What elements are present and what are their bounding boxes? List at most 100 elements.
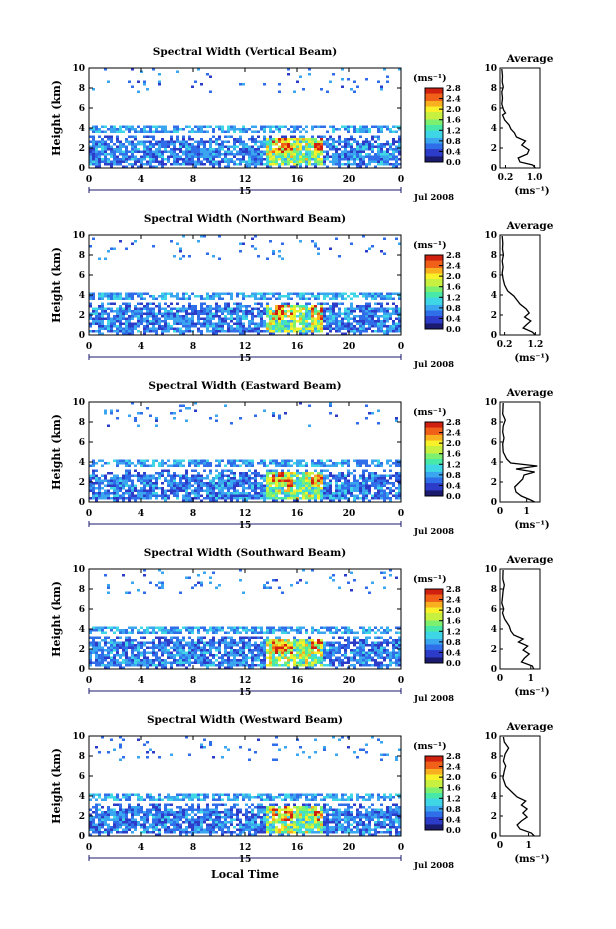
heatmap-cell: [374, 307, 377, 310]
heatmap-cell: [164, 666, 167, 669]
heatmap-cell: [281, 325, 284, 328]
heatmap-cell: [296, 472, 299, 475]
heatmap-cell: [329, 155, 332, 158]
heatmap-cell: [290, 143, 293, 146]
heatmap-cell: [104, 664, 107, 667]
heatmap-cell: [203, 310, 206, 313]
heatmap-cell: [326, 138, 329, 141]
heatmap-cell: [152, 143, 155, 146]
heatmap-cell: [278, 138, 281, 141]
heatmap-cell: [161, 332, 164, 335]
heatmap-cell: [119, 654, 122, 657]
heatmap-cell: [224, 135, 227, 138]
heatmap-cell: [215, 330, 218, 333]
heatmap-cell: [263, 489, 266, 492]
heatmap-cell: [125, 310, 128, 313]
heatmap-cell: [176, 320, 179, 323]
heatmap-cell: [260, 462, 263, 465]
heatmap-cell: [194, 295, 197, 298]
heatmap-cell: [398, 295, 401, 298]
heatmap-cell: [368, 312, 371, 315]
heatmap-cell: [149, 484, 152, 487]
heatmap-cell: [374, 158, 377, 161]
heatmap-cell: [329, 80, 332, 83]
heatmap-cell: [353, 163, 356, 166]
heatmap-cell: [242, 153, 245, 156]
heatmap-cell: [380, 292, 383, 295]
heatmap-cell: [311, 487, 314, 490]
heatmap-cell: [155, 494, 158, 497]
colorbar-tick-label: 0.0: [446, 158, 461, 168]
heatmap-cell: [188, 482, 191, 485]
heatmap-cell: [95, 494, 98, 497]
heatmap-cell: [269, 140, 272, 143]
heatmap-cell: [302, 482, 305, 485]
heatmap-cell: [329, 138, 332, 141]
heatmap-cell: [104, 474, 107, 477]
heatmap-cell: [164, 492, 167, 495]
heatmap-cell: [185, 317, 188, 320]
colorbar-swatch: [425, 123, 443, 126]
heatmap-cell: [338, 158, 341, 161]
heatmap-cell: [239, 484, 242, 487]
heatmap-cell: [212, 128, 215, 131]
heatmap-cell: [167, 641, 170, 644]
heatmap-cell: [284, 148, 287, 151]
heatmap-cell: [374, 312, 377, 315]
heatmap-cell: [263, 459, 266, 462]
heatmap-cell: [170, 474, 173, 477]
heatmap-cell: [386, 310, 389, 313]
heatmap-cell: [191, 646, 194, 649]
heatmap-cell: [179, 332, 182, 335]
heatmap-cell: [272, 295, 275, 298]
heatmap-cell: [314, 155, 317, 158]
heatmap-cell: [245, 130, 248, 133]
heatmap-cell: [98, 482, 101, 485]
heatmap-cell: [347, 322, 350, 325]
heatmap-cell: [317, 472, 320, 475]
heatmap-cell: [284, 479, 287, 482]
heatmap-cell: [185, 419, 188, 422]
heatmap-cell: [218, 584, 221, 587]
heatmap-cell: [380, 125, 383, 128]
heatmap-cell: [176, 70, 179, 73]
heatmap-cell: [314, 163, 317, 166]
heatmap-cell: [233, 482, 236, 485]
heatmap-cell: [278, 417, 281, 420]
heatmap-cell: [98, 656, 101, 659]
heatmap-cell: [95, 165, 98, 168]
heatmap-cell: [269, 320, 272, 323]
heatmap-cell: [230, 158, 233, 161]
heatmap-cell: [176, 125, 179, 128]
heatmap-cell: [347, 472, 350, 475]
heatmap-cell: [137, 315, 140, 318]
heatmap-cell: [92, 143, 95, 146]
heatmap-cell: [110, 484, 113, 487]
heatmap-cell: [353, 477, 356, 480]
average-y-tick-label: 2: [491, 144, 497, 154]
heatmap-cell: [218, 656, 221, 659]
heatmap-cell: [284, 412, 287, 415]
heatmap-cell: [146, 135, 149, 138]
heatmap-cell: [188, 499, 191, 502]
heatmap-cell: [116, 417, 119, 420]
heatmap-cell: [371, 477, 374, 480]
heatmap-cell: [92, 626, 95, 629]
heatmap-cell: [284, 322, 287, 325]
heatmap-cell: [272, 469, 275, 472]
heatmap-cell: [140, 312, 143, 315]
heatmap-cell: [158, 73, 161, 76]
colorbar-swatch: [425, 89, 443, 93]
heatmap-cell: [338, 155, 341, 158]
heatmap-cell: [341, 317, 344, 320]
heatmap-cell: [152, 631, 155, 634]
heatmap-cell: [257, 646, 260, 649]
heatmap-cell: [224, 487, 227, 490]
heatmap-cell: [368, 499, 371, 502]
heatmap-cell: [173, 474, 176, 477]
heatmap-cell: [323, 292, 326, 295]
heatmap-cell: [182, 489, 185, 492]
y-tick-label: 10: [72, 398, 85, 408]
heatmap-cell: [215, 641, 218, 644]
y-axis-label: Height (km): [50, 414, 63, 490]
